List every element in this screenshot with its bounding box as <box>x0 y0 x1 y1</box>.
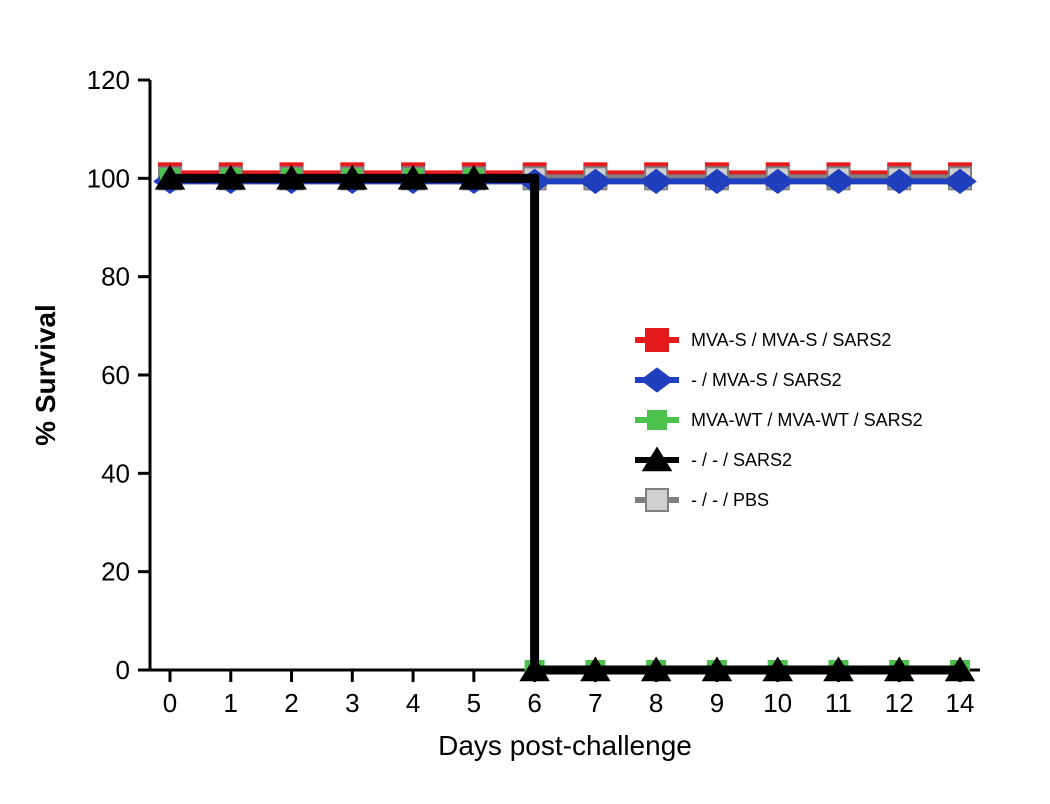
svg-text:14: 14 <box>946 688 975 718</box>
svg-text:100: 100 <box>87 163 130 193</box>
svg-text:6: 6 <box>527 688 541 718</box>
svg-text:3: 3 <box>345 688 359 718</box>
svg-text:9: 9 <box>710 688 724 718</box>
legend-label: MVA-S / MVA-S / SARS2 <box>691 330 891 350</box>
svg-text:0: 0 <box>163 688 177 718</box>
svg-text:% Survival: % Survival <box>30 304 61 446</box>
legend-label: - / MVA-S / SARS2 <box>691 370 842 390</box>
svg-text:2: 2 <box>284 688 298 718</box>
svg-text:8: 8 <box>649 688 663 718</box>
svg-text:0: 0 <box>116 655 130 685</box>
svg-text:60: 60 <box>101 360 130 390</box>
survival-chart: 020406080100120012345678910111214% Survi… <box>0 0 1050 804</box>
svg-text:7: 7 <box>588 688 602 718</box>
legend-label: MVA-WT / MVA-WT / SARS2 <box>691 410 923 430</box>
svg-text:11: 11 <box>825 688 852 718</box>
svg-text:1: 1 <box>224 688 238 718</box>
svg-text:10: 10 <box>763 688 792 718</box>
svg-text:Days post-challenge: Days post-challenge <box>438 730 692 761</box>
svg-text:80: 80 <box>101 262 130 292</box>
legend-label: - / - / SARS2 <box>691 450 792 470</box>
legend-label: - / - / PBS <box>691 490 769 510</box>
svg-text:4: 4 <box>406 688 420 718</box>
svg-text:120: 120 <box>87 65 130 95</box>
svg-text:40: 40 <box>101 458 130 488</box>
svg-text:5: 5 <box>467 688 481 718</box>
svg-text:12: 12 <box>885 688 914 718</box>
svg-text:20: 20 <box>101 557 130 587</box>
